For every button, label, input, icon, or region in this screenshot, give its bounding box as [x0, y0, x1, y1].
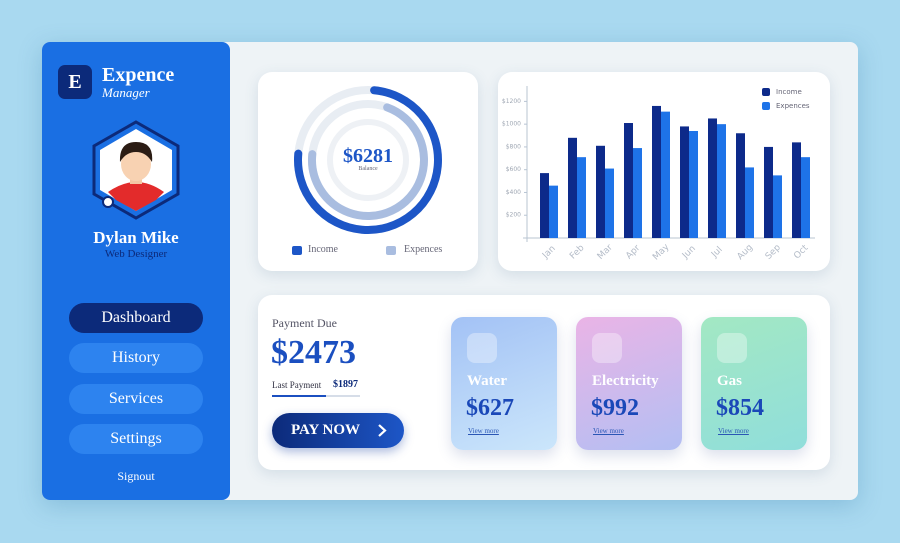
app-subtitle: Manager	[102, 85, 150, 100]
bar	[773, 175, 782, 238]
app-title: Expence	[102, 64, 175, 86]
x-tick-label: Jun	[680, 244, 698, 262]
chevron	[378, 424, 387, 437]
bar	[736, 133, 745, 238]
bill-icon	[592, 333, 622, 363]
y-tick-label: $400	[506, 189, 521, 196]
legend-swatch	[762, 88, 770, 96]
y-tick-label: $1200	[502, 98, 521, 105]
bill-amount: $627	[466, 395, 514, 421]
y-tick-label: $1000	[502, 121, 521, 128]
bill-card[interactable]: Gas $854 View more	[701, 317, 807, 450]
x-tick-label: Apr	[624, 243, 642, 261]
bill-name: Electricity	[592, 373, 659, 389]
bar	[680, 126, 689, 238]
y-tick-label: $800	[506, 143, 521, 150]
bar	[764, 146, 773, 238]
x-tick-label: May	[651, 242, 672, 263]
legend-label: Income	[308, 244, 338, 255]
y-tick-label: $200	[506, 212, 521, 219]
last-payment-label: Last Payment	[272, 380, 322, 390]
bar	[605, 168, 614, 238]
logo: E	[58, 65, 92, 99]
bar	[708, 118, 717, 238]
bar	[624, 123, 633, 238]
avatar	[92, 120, 180, 220]
menu-item[interactable]: Dashboard	[69, 303, 203, 333]
bar	[689, 130, 698, 238]
bill-icon	[717, 333, 747, 363]
bill-card[interactable]: Electricity $992 View more	[576, 317, 682, 450]
bar	[577, 157, 586, 238]
x-tick-label: Sep	[764, 243, 783, 262]
menu-item[interactable]: History	[69, 343, 203, 373]
bar	[652, 105, 661, 238]
pay-button-label: PAY NOW	[291, 422, 361, 438]
pay-button[interactable]: PAY NOW	[272, 413, 404, 448]
bill-link[interactable]: View more	[593, 427, 624, 435]
x-tick-label: Oct	[792, 243, 810, 261]
bar	[745, 167, 754, 238]
bar	[801, 157, 810, 238]
balance-label: Balance	[358, 166, 378, 172]
bill-link[interactable]: View more	[718, 427, 749, 435]
bar	[549, 185, 558, 238]
bar-chart: $200 $400 $600 $800 $1000 $1200 Jan Feb Mar Apr Ma…	[502, 86, 815, 263]
bill-icon	[467, 333, 497, 363]
signout[interactable]: Signout	[117, 469, 155, 483]
menu-item[interactable]: Settings	[69, 424, 203, 454]
bill-card[interactable]: Water $627 View more	[451, 317, 557, 450]
bill-amount: $992	[591, 395, 639, 421]
y-tick-label: $600	[506, 166, 521, 173]
x-tick-label: Jan	[540, 244, 558, 262]
bar	[596, 145, 605, 238]
user-role: Web Designer	[104, 248, 168, 260]
bill-name: Gas	[717, 373, 743, 389]
x-tick-label: Jul	[709, 245, 724, 260]
menu-item[interactable]: Services	[69, 384, 203, 414]
x-tick-label: Feb	[568, 243, 587, 262]
legend-label: Expences	[404, 244, 443, 255]
bar	[540, 173, 549, 238]
x-tick-label: Aug	[736, 243, 756, 263]
payment-title: Payment Due	[272, 316, 337, 330]
bar	[633, 148, 642, 238]
bar	[792, 142, 801, 238]
user-name: Dylan Mike	[93, 228, 179, 247]
last-payment-amount: $1897	[333, 379, 358, 390]
bill-link[interactable]: View more	[468, 427, 499, 435]
bar	[568, 137, 577, 238]
bill-amount: $854	[716, 395, 764, 421]
bill-name: Water	[467, 373, 507, 389]
payment-amount: $2473	[271, 334, 356, 371]
bar	[661, 111, 670, 238]
sidebar	[42, 42, 230, 500]
balance-amount: $6281	[343, 145, 393, 167]
balance-ring	[292, 86, 442, 255]
bar	[717, 124, 726, 238]
legend-label: Expences	[776, 102, 810, 110]
legend-swatch	[762, 102, 770, 110]
x-tick-label: Mar	[596, 243, 615, 262]
progress-fill	[272, 395, 326, 397]
legend-label: Income	[776, 88, 802, 96]
